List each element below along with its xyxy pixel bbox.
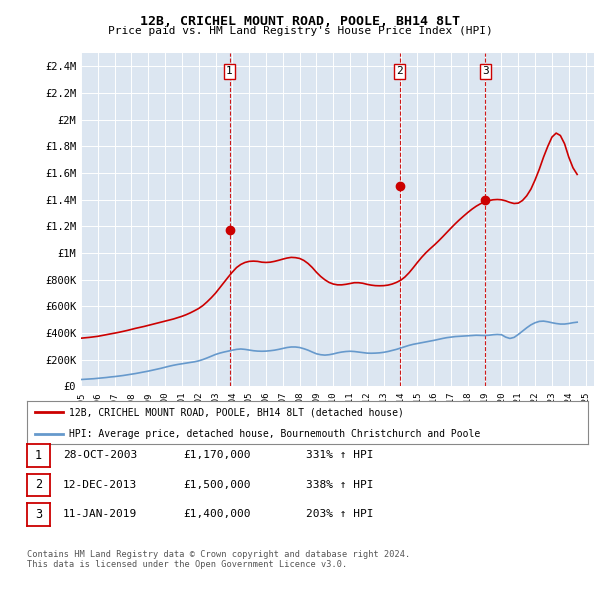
- Text: Price paid vs. HM Land Registry's House Price Index (HPI): Price paid vs. HM Land Registry's House …: [107, 26, 493, 36]
- Text: 338% ↑ HPI: 338% ↑ HPI: [306, 480, 373, 490]
- Text: 1: 1: [35, 449, 42, 462]
- Text: 12-DEC-2013: 12-DEC-2013: [63, 480, 137, 490]
- Text: 203% ↑ HPI: 203% ↑ HPI: [306, 510, 373, 519]
- Text: 11-JAN-2019: 11-JAN-2019: [63, 510, 137, 519]
- Text: 1: 1: [226, 67, 233, 77]
- Text: £1,500,000: £1,500,000: [183, 480, 251, 490]
- Text: 28-OCT-2003: 28-OCT-2003: [63, 451, 137, 460]
- Text: 2: 2: [35, 478, 42, 491]
- Text: 331% ↑ HPI: 331% ↑ HPI: [306, 451, 373, 460]
- Text: 3: 3: [35, 508, 42, 521]
- Text: 12B, CRICHEL MOUNT ROAD, POOLE, BH14 8LT (detached house): 12B, CRICHEL MOUNT ROAD, POOLE, BH14 8LT…: [69, 407, 404, 417]
- Text: 2: 2: [397, 67, 403, 77]
- Text: HPI: Average price, detached house, Bournemouth Christchurch and Poole: HPI: Average price, detached house, Bour…: [69, 430, 481, 440]
- Text: 3: 3: [482, 67, 488, 77]
- Text: Contains HM Land Registry data © Crown copyright and database right 2024.
This d: Contains HM Land Registry data © Crown c…: [27, 550, 410, 569]
- Text: £1,400,000: £1,400,000: [183, 510, 251, 519]
- Text: 12B, CRICHEL MOUNT ROAD, POOLE, BH14 8LT: 12B, CRICHEL MOUNT ROAD, POOLE, BH14 8LT: [140, 15, 460, 28]
- Text: £1,170,000: £1,170,000: [183, 451, 251, 460]
